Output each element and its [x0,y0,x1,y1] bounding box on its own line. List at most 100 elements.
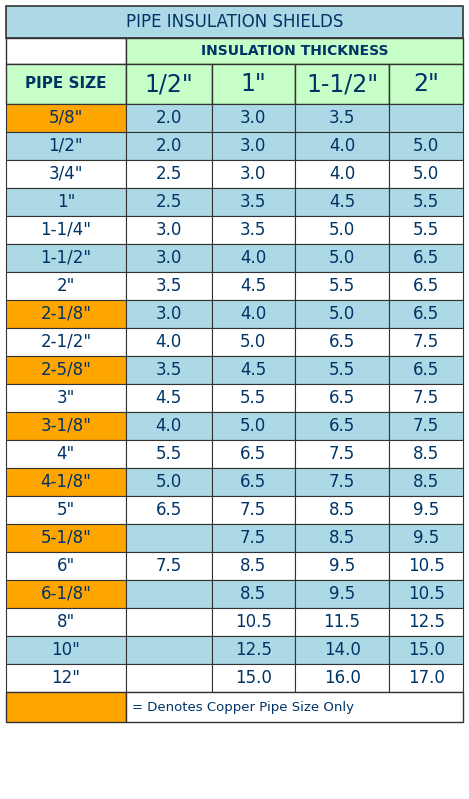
Text: 5": 5" [57,501,75,519]
Text: 1/2": 1/2" [49,137,83,155]
Text: 8": 8" [57,613,75,631]
Bar [295,300,389,328]
Text: 6.5: 6.5 [413,249,439,267]
Bar [295,664,389,692]
Text: 6.5: 6.5 [329,333,355,351]
Bar [6,384,126,412]
Bar [212,496,295,524]
Bar [389,132,463,160]
Text: 7.5: 7.5 [240,529,266,547]
Bar [126,160,212,188]
Bar [6,440,126,468]
Text: 2.5: 2.5 [156,193,182,211]
Text: 10.5: 10.5 [235,613,272,631]
Bar [212,104,295,132]
Text: 5.0: 5.0 [329,221,355,239]
Bar [126,188,212,216]
Bar [389,244,463,272]
Bar [295,440,389,468]
Text: 16.0: 16.0 [324,669,361,687]
Bar [126,496,212,524]
Bar [389,300,463,328]
Text: 5.0: 5.0 [240,417,266,435]
Text: 3/4": 3/4" [49,165,83,183]
Text: 12.5: 12.5 [408,613,445,631]
Text: 12": 12" [52,669,80,687]
Bar [6,468,126,496]
Bar [126,244,212,272]
Text: 5.0: 5.0 [413,137,439,155]
Text: 2-1/8": 2-1/8" [40,305,91,323]
Text: 6.5: 6.5 [413,361,439,379]
Bar [295,132,389,160]
Bar [295,216,389,244]
Text: 5.5: 5.5 [329,361,355,379]
Bar [212,328,295,356]
Text: 7.5: 7.5 [413,389,439,407]
Bar [295,104,389,132]
Bar [295,188,389,216]
Bar [126,132,212,160]
Bar [126,608,212,636]
Bar [389,440,463,468]
Text: 6": 6" [57,557,75,575]
Text: 2-5/8": 2-5/8" [40,361,91,379]
Bar [295,608,389,636]
Text: PIPE SIZE: PIPE SIZE [25,77,106,92]
Text: 3": 3" [57,389,75,407]
Text: 9.5: 9.5 [329,585,355,603]
Bar [6,6,463,38]
Text: 10": 10" [52,641,80,659]
Text: 1": 1" [240,72,266,96]
Bar [295,468,389,496]
Text: 5.5: 5.5 [413,193,439,211]
Text: PIPE INSULATION SHIELDS: PIPE INSULATION SHIELDS [126,13,343,31]
Text: 5.0: 5.0 [156,473,182,491]
Text: 3.0: 3.0 [240,137,266,155]
Bar [389,496,463,524]
Text: 1-1/4": 1-1/4" [40,221,91,239]
Bar [126,216,212,244]
Bar [295,64,389,104]
Text: 4.5: 4.5 [240,361,266,379]
Bar [389,328,463,356]
Text: 6.5: 6.5 [240,473,266,491]
Text: 5.5: 5.5 [413,221,439,239]
Bar [389,356,463,384]
Text: 7.5: 7.5 [413,417,439,435]
Bar [126,692,463,722]
Bar [295,160,389,188]
Text: 3.5: 3.5 [156,277,182,295]
Bar [295,552,389,580]
Bar [212,132,295,160]
Bar [389,636,463,664]
Text: 2": 2" [57,277,75,295]
Bar [126,524,212,552]
Bar [212,300,295,328]
Bar [126,104,212,132]
Bar [6,272,126,300]
Bar [6,412,126,440]
Bar [295,636,389,664]
Text: 7.5: 7.5 [240,501,266,519]
Bar [126,272,212,300]
Bar [126,552,212,580]
Text: 14.0: 14.0 [324,641,361,659]
Bar [6,524,126,552]
Bar [126,328,212,356]
Text: 9.5: 9.5 [413,501,439,519]
Text: 3.5: 3.5 [240,193,266,211]
Text: 2.0: 2.0 [156,109,182,127]
Bar [389,608,463,636]
Bar [295,384,389,412]
Text: 10.5: 10.5 [408,557,445,575]
Bar [6,328,126,356]
Text: 7.5: 7.5 [329,445,355,463]
Text: 8.5: 8.5 [413,445,439,463]
Bar [126,300,212,328]
Bar [389,412,463,440]
Bar [389,104,463,132]
Bar [126,64,212,104]
Bar [6,608,126,636]
Bar [212,608,295,636]
